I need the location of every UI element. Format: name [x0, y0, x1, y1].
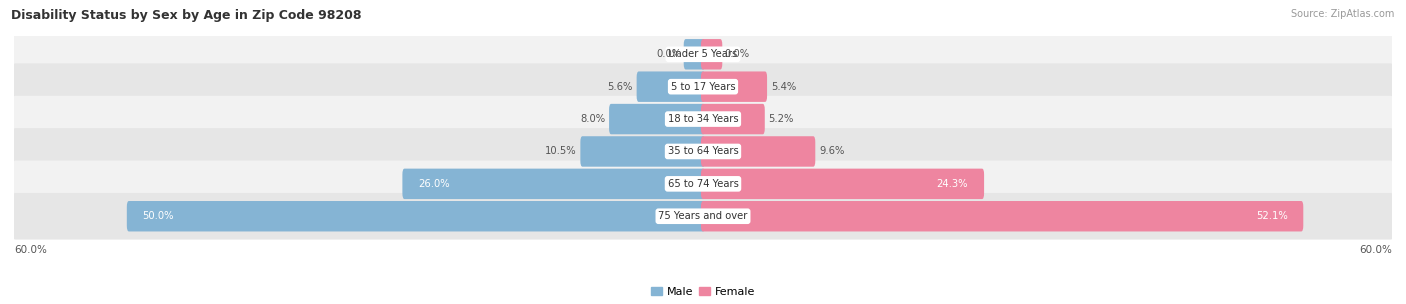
Text: 5.6%: 5.6%: [607, 82, 633, 92]
Text: 60.0%: 60.0%: [14, 245, 46, 255]
FancyBboxPatch shape: [702, 39, 723, 70]
FancyBboxPatch shape: [13, 161, 1393, 207]
Text: 35 to 64 Years: 35 to 64 Years: [668, 147, 738, 157]
FancyBboxPatch shape: [702, 71, 768, 102]
FancyBboxPatch shape: [127, 201, 704, 231]
FancyBboxPatch shape: [637, 71, 704, 102]
Text: 10.5%: 10.5%: [546, 147, 576, 157]
FancyBboxPatch shape: [581, 136, 704, 167]
FancyBboxPatch shape: [13, 63, 1393, 110]
Text: 18 to 34 Years: 18 to 34 Years: [668, 114, 738, 124]
Text: 52.1%: 52.1%: [1256, 211, 1288, 221]
FancyBboxPatch shape: [13, 128, 1393, 175]
Text: 9.6%: 9.6%: [818, 147, 845, 157]
Text: 8.0%: 8.0%: [581, 114, 606, 124]
FancyBboxPatch shape: [609, 104, 704, 134]
Text: 5.4%: 5.4%: [770, 82, 796, 92]
FancyBboxPatch shape: [402, 169, 704, 199]
Text: Under 5 Years: Under 5 Years: [668, 49, 738, 59]
Text: Disability Status by Sex by Age in Zip Code 98208: Disability Status by Sex by Age in Zip C…: [11, 9, 361, 22]
FancyBboxPatch shape: [702, 169, 984, 199]
Text: Source: ZipAtlas.com: Source: ZipAtlas.com: [1291, 9, 1395, 19]
Text: 0.0%: 0.0%: [657, 49, 681, 59]
Text: 75 Years and over: 75 Years and over: [658, 211, 748, 221]
Text: 60.0%: 60.0%: [1360, 245, 1392, 255]
Text: 5.2%: 5.2%: [769, 114, 794, 124]
FancyBboxPatch shape: [702, 201, 1303, 231]
FancyBboxPatch shape: [702, 104, 765, 134]
Text: 24.3%: 24.3%: [936, 179, 969, 189]
Text: 65 to 74 Years: 65 to 74 Years: [668, 179, 738, 189]
Legend: Male, Female: Male, Female: [651, 287, 755, 297]
FancyBboxPatch shape: [683, 39, 704, 70]
FancyBboxPatch shape: [13, 193, 1393, 240]
Text: 0.0%: 0.0%: [725, 49, 749, 59]
FancyBboxPatch shape: [13, 31, 1393, 78]
Text: 5 to 17 Years: 5 to 17 Years: [671, 82, 735, 92]
Text: 50.0%: 50.0%: [142, 211, 174, 221]
FancyBboxPatch shape: [13, 96, 1393, 142]
Text: 26.0%: 26.0%: [418, 179, 450, 189]
FancyBboxPatch shape: [702, 136, 815, 167]
